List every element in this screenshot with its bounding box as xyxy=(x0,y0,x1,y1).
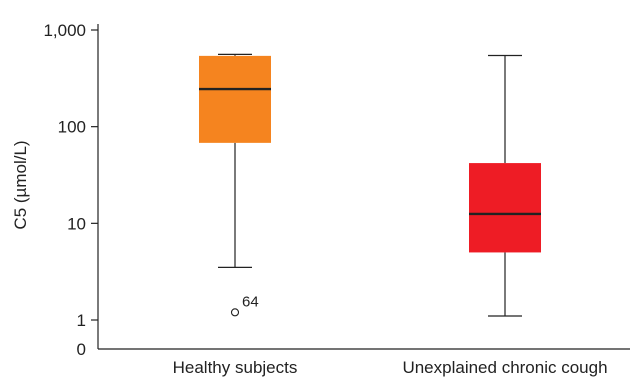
outlier-label: 64 xyxy=(242,293,259,310)
outlier-point xyxy=(230,308,240,317)
y-tick-label-1: 1 xyxy=(77,311,86,330)
y-axis-label: C5 (µmol/L) xyxy=(11,140,30,229)
box-2 xyxy=(469,54,541,317)
iqr-box xyxy=(199,55,271,143)
iqr-box xyxy=(469,163,541,253)
y-tick-label-1,000: 1,000 xyxy=(43,21,86,40)
y-tick-label-10: 10 xyxy=(67,214,86,233)
y-tick-label-0: 0 xyxy=(77,340,86,359)
box-1: 64 xyxy=(199,53,271,317)
category-label-2: Unexplained chronic cough xyxy=(402,358,607,377)
y-tick-label-100: 100 xyxy=(58,118,86,137)
chart-marks: 64 xyxy=(199,53,541,317)
category-label-1: Healthy subjects xyxy=(173,358,298,377)
